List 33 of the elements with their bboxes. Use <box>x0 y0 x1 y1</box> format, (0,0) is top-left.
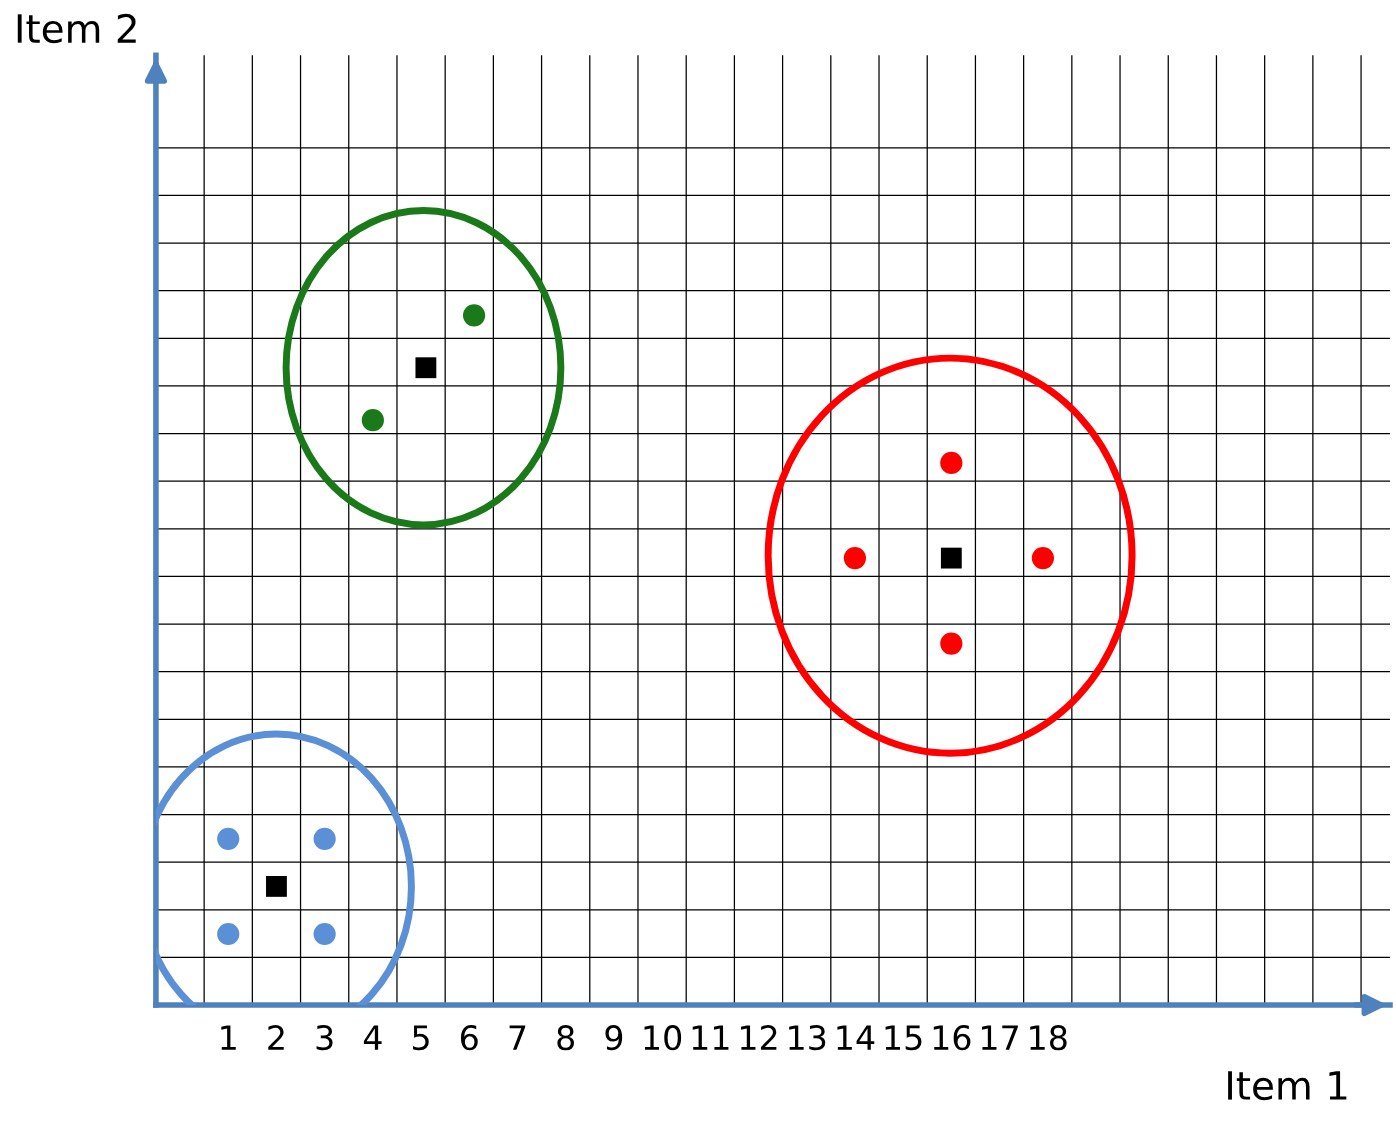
x-axis-title: Item 1 <box>1228 1071 1347 1101</box>
x-tick-label: 8 <box>557 1025 574 1051</box>
point <box>217 922 240 946</box>
point <box>940 547 962 569</box>
x-tick-label: 14 <box>837 1025 875 1050</box>
point <box>217 827 240 850</box>
point <box>266 876 287 897</box>
x-tick-label: 2 <box>268 1025 284 1050</box>
x-tick-label: 13 <box>789 1025 826 1051</box>
x-tick-label: 12 <box>740 1025 777 1050</box>
x-tick-label: 7 <box>509 1025 526 1050</box>
x-tick-label: 6 <box>460 1025 478 1051</box>
point <box>361 409 384 432</box>
point <box>940 451 963 475</box>
x-tick-label: 5 <box>413 1025 429 1051</box>
point <box>462 304 486 327</box>
x-tick-label: 18 <box>1030 1025 1067 1051</box>
x-tick-label: 1 <box>221 1025 236 1050</box>
x-tick-label: 17 <box>981 1025 1018 1050</box>
x-tick-label: 4 <box>363 1025 382 1050</box>
x-tick-label: 16 <box>933 1025 971 1051</box>
x-tick-label: 10 <box>644 1025 682 1051</box>
x-tick-label: 3 <box>316 1025 333 1051</box>
x-tick-label: 11 <box>692 1025 729 1050</box>
text: Item 2 <box>17 13 136 44</box>
point <box>1031 546 1055 570</box>
x-tick-label: 15 <box>885 1025 922 1051</box>
point <box>843 546 867 570</box>
point <box>415 357 437 379</box>
point <box>313 922 336 946</box>
x-tick-label: 9 <box>605 1025 623 1051</box>
point <box>313 827 336 850</box>
point <box>940 632 963 655</box>
